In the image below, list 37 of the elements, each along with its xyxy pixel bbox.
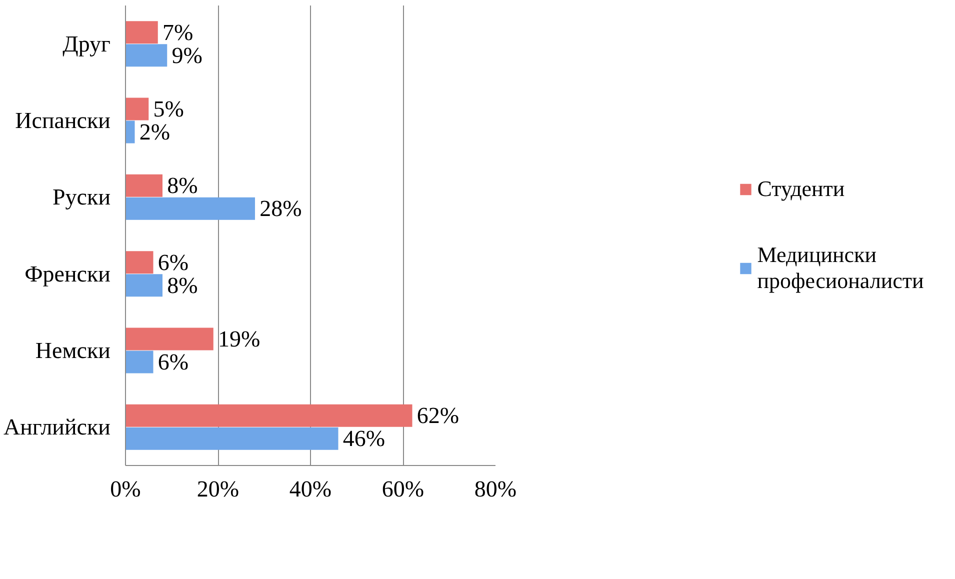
y-tick-label: Английски: [4, 414, 111, 440]
data-label: 2%: [139, 120, 170, 144]
data-label: 6%: [158, 350, 189, 374]
data-label: 9%: [172, 42, 202, 68]
x-tick-label: 80%: [474, 476, 517, 502]
y-tick-label: Друг: [62, 31, 111, 56]
x-tick-label: 40%: [289, 476, 332, 502]
data-label: 8%: [167, 272, 198, 298]
bar: [126, 21, 158, 44]
bar: [126, 328, 214, 350]
legend-label: Медицински професионалисти: [757, 242, 924, 294]
data-label: 7%: [162, 20, 194, 45]
x-tick-label: 20%: [196, 476, 240, 502]
bar: [126, 174, 162, 197]
data-label: 5%: [153, 96, 184, 122]
y-tick-label: Немски: [35, 338, 111, 363]
bar: [126, 274, 162, 297]
y-tick-label: Руски: [52, 184, 110, 210]
bar: [126, 98, 149, 120]
x-tick-label: 60%: [382, 476, 424, 502]
bar: [126, 44, 168, 67]
legend-label: Студенти: [757, 176, 845, 202]
y-tick-label: Испански: [15, 108, 111, 133]
data-label: 19%: [218, 326, 260, 352]
data-label: 28%: [260, 196, 302, 222]
bar: [126, 251, 154, 274]
bar: [126, 427, 338, 450]
data-label: 46%: [342, 426, 386, 452]
bar: [126, 197, 255, 220]
data-label: 62%: [416, 403, 460, 428]
data-label: 6%: [158, 250, 189, 275]
x-tick-label: 0%: [110, 476, 141, 502]
data-label: 8%: [167, 173, 198, 198]
bar: [126, 350, 154, 374]
bar: [126, 404, 412, 427]
bar: [126, 120, 135, 144]
y-tick-label: Френски: [24, 261, 111, 286]
